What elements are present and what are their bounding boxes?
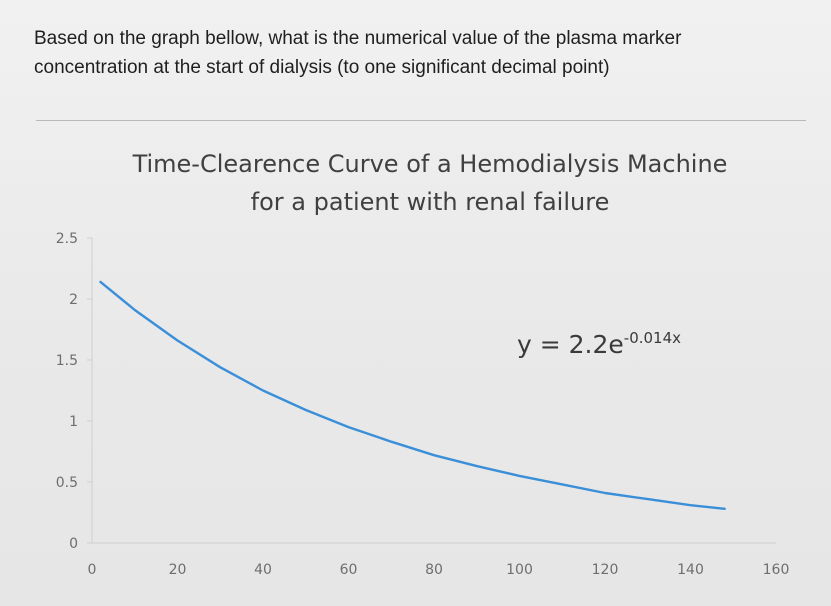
x-tick-label: 140 xyxy=(677,562,704,578)
question-text: Based on the graph bellow, what is the n… xyxy=(34,24,794,82)
y-tick-label: 2.5 xyxy=(56,231,78,247)
divider xyxy=(36,120,806,121)
trendline-equation-base: y = 2.2e xyxy=(517,330,624,359)
question-line-1: Based on the graph bellow, what is the n… xyxy=(34,28,682,49)
x-tick-label: 60 xyxy=(340,562,358,578)
trendline-equation: y = 2.2e-0.014x xyxy=(517,329,681,359)
trendline-equation-exponent: -0.014x xyxy=(624,329,681,347)
question-line-2: concentration at the start of dialysis (… xyxy=(34,57,610,78)
x-tick-label: 20 xyxy=(169,562,187,578)
y-tick-label: 2 xyxy=(69,292,78,308)
y-axis-ticks: 0 0.5 1 1.5 2 2.5 xyxy=(56,231,92,552)
chart-title-line-1: Time-Clearence Curve of a Hemodialysis M… xyxy=(132,150,728,178)
x-axis-ticks: 0 20 40 60 80 100 120 140 160 xyxy=(88,562,790,578)
series-line xyxy=(99,280,726,510)
x-tick-label: 100 xyxy=(506,562,533,578)
x-tick-label: 120 xyxy=(592,562,619,578)
x-tick-label: 160 xyxy=(763,562,790,578)
series-group xyxy=(99,280,726,510)
x-tick-label: 0 xyxy=(88,562,97,578)
x-tick-label: 80 xyxy=(425,562,443,578)
chart-title-line-2: for a patient with renal failure xyxy=(251,188,610,216)
y-tick-label: 1 xyxy=(69,414,78,430)
y-tick-label: 1.5 xyxy=(56,353,78,369)
y-tick-label: 0 xyxy=(69,536,78,552)
x-tick-label: 40 xyxy=(254,562,272,578)
y-tick-label: 0.5 xyxy=(56,475,78,491)
